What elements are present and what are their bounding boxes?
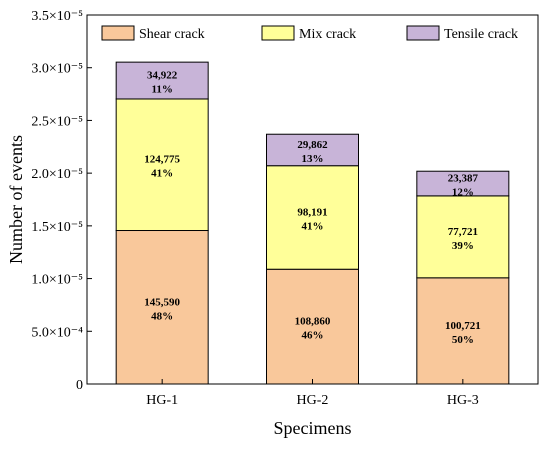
bar-segment [115, 61, 209, 100]
legend-swatch [101, 25, 135, 41]
legend-swatch [261, 25, 295, 41]
bar-percent-label: 41% [151, 168, 173, 180]
y-tick-label: 1.5×10⁻⁵ [31, 220, 83, 235]
bar-segment [416, 170, 510, 197]
legend-label: Shear crack [139, 27, 205, 42]
y-axis: 0 5.0×10⁻⁴ 1.0×10⁻⁵ 1.5×10⁻⁵ 2.0×10⁻⁵ 2.5×10⁻… [31, 9, 92, 393]
y-tick-label: 2.0×10⁻⁵ [31, 167, 83, 182]
bar-value-label: 98,191 [297, 206, 327, 218]
bar-percent-label: 12% [452, 187, 474, 199]
x-tick-label: HG-2 [297, 393, 329, 408]
bar-percent-label: 41% [302, 220, 324, 232]
bar-segment [115, 230, 209, 385]
bar-value-label: 100,721 [445, 320, 481, 332]
bar-segment [266, 165, 359, 270]
bar-value-label: 23,387 [448, 173, 479, 185]
legend: Shear crack Mix crack Tensile crack [101, 25, 518, 42]
bar-segment [416, 195, 510, 279]
y-axis-label: Number of events [6, 135, 26, 264]
bar-value-label: 145,590 [144, 296, 180, 308]
bar-segment [115, 98, 209, 232]
y-tick-label: 1.0×10⁻⁵ [31, 273, 83, 288]
bar-segment [266, 133, 359, 167]
bars: 145,590 48% 124,775 41% 34,922 11% 108,860 46% 9… [115, 61, 510, 385]
y-tick-label: 3.5×10⁻⁵ [31, 9, 83, 24]
x-tick-label: HG-3 [447, 393, 479, 408]
x-axis-label: Specimens [274, 418, 352, 438]
bar-value-label: 29,862 [297, 139, 328, 151]
bar-percent-label: 50% [452, 334, 474, 346]
y-tick-label: 3.0×10⁻⁵ [31, 62, 83, 77]
bar-percent-label: 11% [151, 84, 172, 96]
legend-swatch [406, 25, 440, 41]
bar-percent-label: 48% [151, 310, 173, 322]
x-tick-label: HG-1 [146, 393, 178, 408]
y-tick-label: 5.0×10⁻⁴ [31, 325, 83, 340]
bar-segment [266, 268, 359, 385]
bar-value-label: 77,721 [448, 226, 478, 238]
x-axis: HG-1 HG-2 HG-3 [146, 379, 479, 408]
bar-percent-label: 46% [302, 330, 324, 342]
legend-label: Mix crack [299, 27, 356, 42]
bar-value-label: 124,775 [144, 154, 180, 166]
legend-label: Tensile crack [444, 27, 518, 42]
y-tick-label: 0 [76, 378, 83, 393]
bar-value-label: 108,860 [295, 316, 331, 328]
bar-percent-label: 39% [452, 240, 474, 252]
bar-value-label: 34,922 [147, 70, 178, 82]
bar-percent-label: 13% [302, 153, 324, 165]
y-tick-label: 2.5×10⁻⁵ [31, 114, 83, 129]
